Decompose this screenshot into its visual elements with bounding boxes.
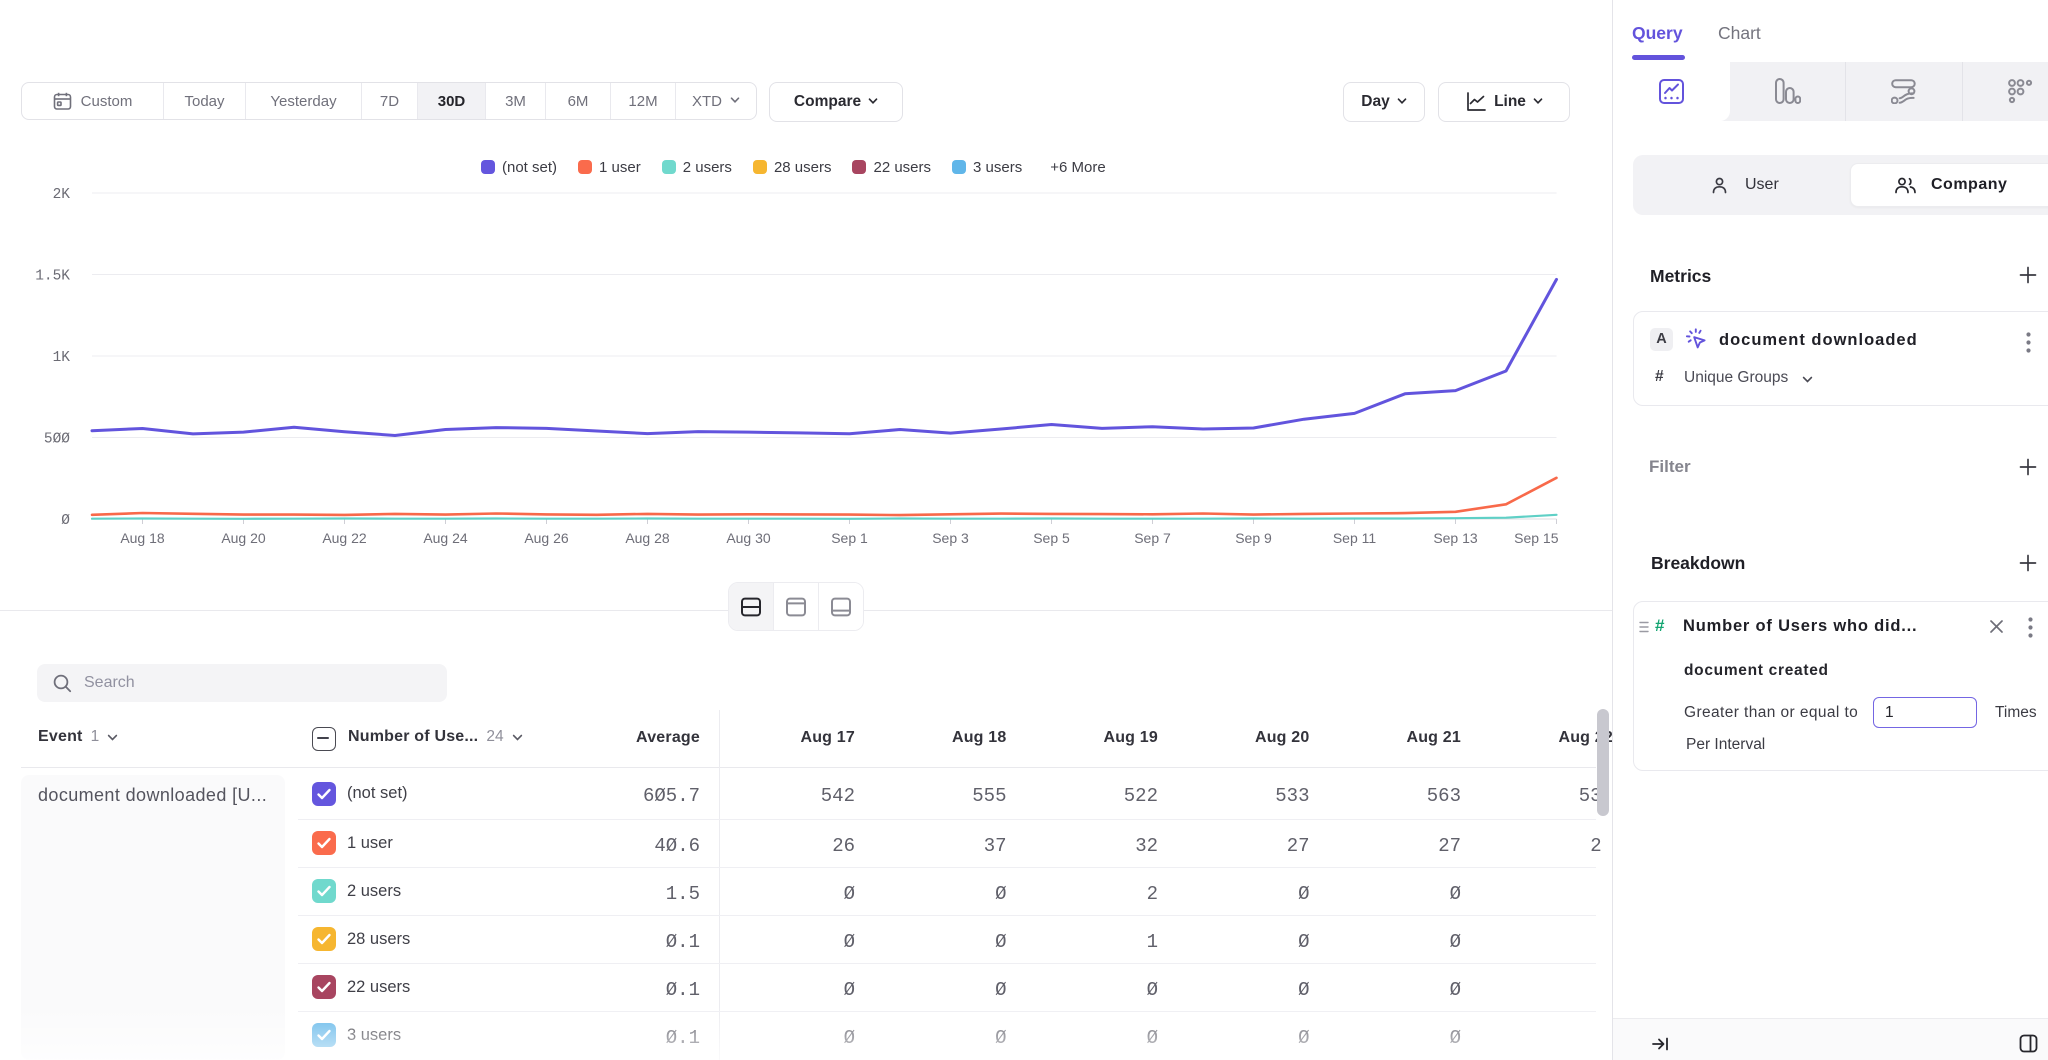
svg-text:Aug 24: Aug 24 [423, 530, 468, 546]
svg-text:2K: 2K [53, 187, 71, 203]
svg-text:Ø: Ø [61, 513, 70, 529]
svg-text:Sep 9: Sep 9 [1235, 530, 1272, 546]
svg-text:Sep 13: Sep 13 [1433, 530, 1478, 546]
svg-text:Aug 26: Aug 26 [524, 530, 569, 546]
svg-text:1K: 1K [53, 350, 71, 366]
svg-text:Aug 28: Aug 28 [625, 530, 670, 546]
svg-text:Aug 20: Aug 20 [221, 530, 266, 546]
svg-text:Aug 18: Aug 18 [120, 530, 165, 546]
svg-text:Sep 7: Sep 7 [1134, 530, 1171, 546]
svg-text:Aug 22: Aug 22 [322, 530, 367, 546]
svg-text:Sep 15: Sep 15 [1514, 530, 1559, 546]
svg-text:Sep 3: Sep 3 [932, 530, 969, 546]
svg-text:5ØØ: 5ØØ [44, 432, 70, 448]
svg-text:1.5K: 1.5K [35, 269, 70, 285]
svg-text:Sep 5: Sep 5 [1033, 530, 1070, 546]
svg-text:Aug 30: Aug 30 [726, 530, 771, 546]
svg-text:Sep 1: Sep 1 [831, 530, 868, 546]
svg-text:Sep 11: Sep 11 [1333, 530, 1377, 546]
